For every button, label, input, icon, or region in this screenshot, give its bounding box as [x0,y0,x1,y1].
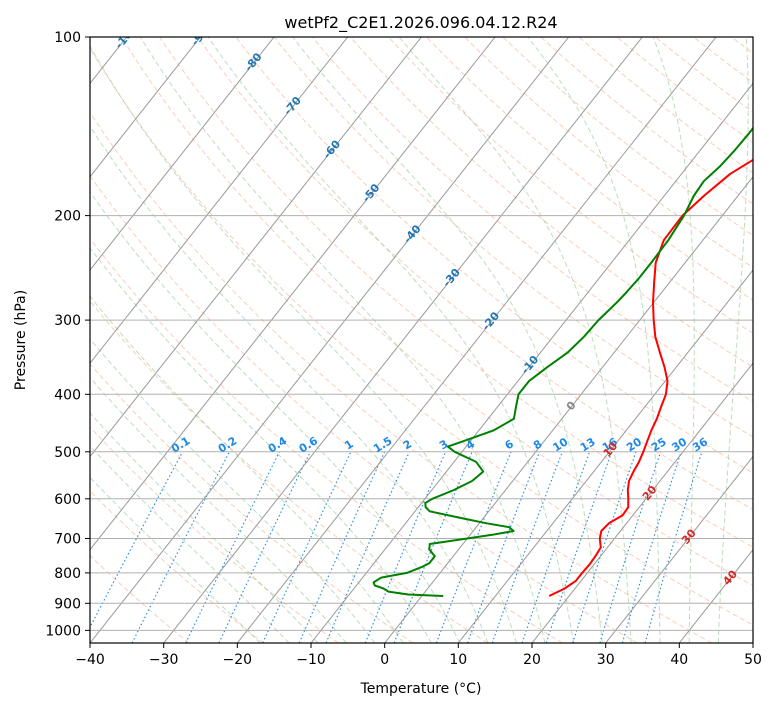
x-tick-label: −40 [75,652,105,668]
x-tick-label: −30 [149,652,179,668]
isotherm-line [236,37,717,643]
dry-adiabat-line [349,37,753,368]
mixing-ratio-line [185,451,280,643]
x-axis-label: Temperature (°C) [360,681,482,697]
dry-adiabat-line [90,111,712,643]
moist-adiabat-line [90,295,404,643]
dewpoint-profile-line [372,126,753,597]
moist-adiabat-line [90,445,290,643]
moist-adiabat-line [652,37,695,643]
mixing-ratio-line [599,451,662,643]
y-tick-label: 900 [54,596,81,612]
isotherm-line [310,82,753,643]
y-tick-label: 1000 [45,623,81,639]
mixing-ratio-line [491,451,563,643]
x-tick-label: 10 [449,652,467,668]
isotherm-line [90,37,349,365]
dry-adiabat-line [502,37,753,237]
moist-adiabat-line [90,376,347,643]
profile-lines [372,126,753,597]
isotherm-line [90,37,275,271]
isotherm-line [90,37,570,643]
dry-adiabat-line [90,426,339,643]
moist-adiabat-line [717,37,749,643]
y-tick-label: 400 [54,387,81,403]
mixing-ratio-line [325,451,410,643]
isotherm-line [90,37,201,178]
moist-adiabat-line [90,247,432,643]
moist-adiabat-line [527,37,661,643]
dry-adiabat-line [121,37,753,587]
reference-lines [90,37,753,643]
dry-adiabat-line [273,37,753,438]
moist-adiabat-line [90,476,261,643]
isotherm-line [90,37,422,458]
dry-adiabat-line [90,47,753,626]
moist-adiabat-line [139,37,546,643]
x-tick-label: 30 [597,652,615,668]
y-axis-label: Pressure (hPa) [13,290,29,390]
isotherm-line [163,37,643,643]
x-tick-label: −20 [223,652,253,668]
x-tick-label: 20 [523,652,541,668]
mixing-ratio-line [298,451,386,643]
dry-adiabat-line [90,237,563,643]
dry-adiabat-line [90,174,638,643]
x-tick-label: 50 [744,652,762,668]
dry-adiabat-line [426,37,753,301]
y-tick-label: 500 [54,445,81,461]
isotherm-line [605,455,753,643]
dry-adiabat-line [90,363,414,643]
mixing-ratio-line [621,451,682,643]
moist-adiabat-line [292,37,603,643]
moist-adiabat-line [398,37,632,643]
dry-adiabat-line [578,37,753,174]
isotherm-line [90,37,496,551]
isotherm-line [457,269,753,643]
chart-title: wetPf2_C2E1.2026.096.04.12.R24 [284,13,557,33]
y-tick-label: 800 [54,566,81,582]
axes: −40 −30 −20 −10 0 10 20 30 40 50 100 200 300 400 500 60… [45,30,762,668]
mixing-ratio-line [521,451,591,643]
isotherm-line [384,175,753,643]
moist-adiabat-line [90,338,376,643]
isotherm-line [531,362,753,643]
moist-adiabat-line [90,412,319,643]
dry-adiabat-line [197,37,753,511]
mixing-ratio-line [435,451,512,643]
moist-adiabat-line [207,37,575,643]
mixing-ratio-line [545,451,613,643]
moist-adiabat-line [90,191,461,643]
dry-adiabat-line [90,300,488,643]
y-tick-label: 600 [54,492,81,508]
x-tick-label: 40 [670,652,688,668]
dry-adiabat-line [311,37,753,403]
mixing-ratio-line [90,451,184,629]
x-tick-label: −10 [296,652,326,668]
temperature-profile-line [548,158,753,597]
mixing-ratio-line [364,451,447,643]
mixing-ratio-line [572,451,637,643]
x-tick-label: 0 [380,652,389,668]
dry-adiabat-line [159,37,753,548]
y-tick-label: 100 [54,30,81,46]
y-tick-label: 200 [54,209,81,225]
dry-adiabat-line [616,37,753,143]
moist-adiabat-line [90,125,489,643]
y-tick-label: 300 [54,313,81,329]
isotherm-label: -90 [189,25,212,49]
mixing-ratio-line [466,451,541,643]
plot-frame [89,36,754,644]
moist-adiabat-line [90,45,517,643]
y-tick-label: 700 [54,532,81,548]
